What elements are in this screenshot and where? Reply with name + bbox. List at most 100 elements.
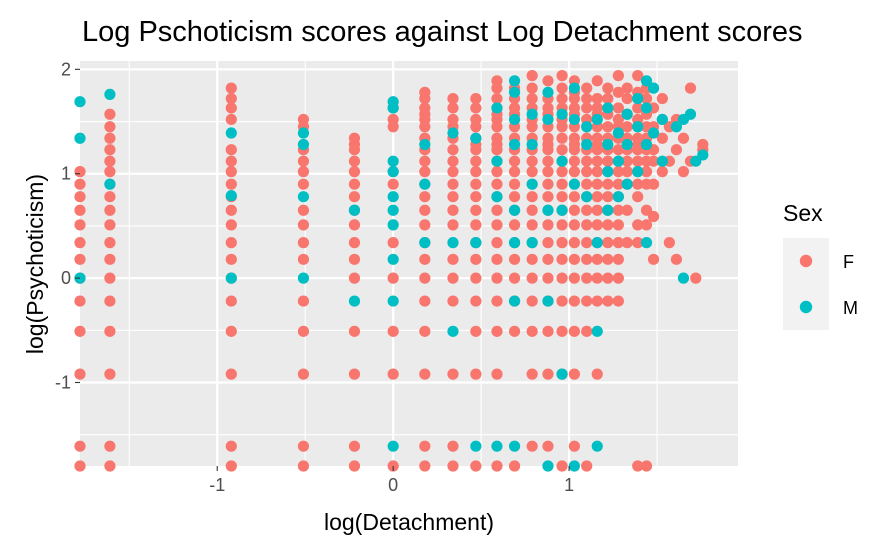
data-point: [684, 108, 697, 120]
data-point: [447, 237, 459, 249]
data-point: [697, 149, 709, 161]
data-point: [348, 219, 361, 231]
data-point: [632, 155, 644, 167]
data-point: [470, 166, 482, 178]
data-point: [602, 121, 614, 133]
data-point: [632, 92, 644, 105]
data-point: [491, 253, 503, 265]
data-point: [640, 219, 653, 231]
data-point: [297, 219, 310, 231]
data-point: [581, 237, 593, 249]
data-point: [387, 155, 399, 167]
data-point: [568, 237, 580, 249]
data-point: [419, 121, 431, 133]
data-point: [348, 144, 361, 156]
data-point: [387, 325, 399, 337]
data-point: [470, 237, 482, 249]
data-point: [387, 102, 399, 114]
data-point: [508, 178, 521, 190]
data-point: [104, 191, 116, 203]
data-point: [104, 295, 116, 307]
data-point: [419, 191, 431, 203]
data-point: [225, 178, 237, 190]
data-point: [640, 102, 653, 114]
y-tick-label: 2: [61, 59, 71, 79]
data-point: [656, 166, 668, 178]
data-point: [526, 138, 538, 151]
data-point: [348, 178, 361, 190]
legend-key-m: [799, 300, 813, 314]
data-point: [74, 132, 86, 144]
data-point: [104, 155, 116, 167]
data-point: [508, 460, 521, 472]
x-tick-label: 0: [388, 475, 398, 495]
data-point: [470, 204, 482, 216]
data-point: [470, 368, 482, 380]
data-point: [591, 75, 603, 87]
data-point: [632, 191, 644, 203]
data-point: [104, 166, 116, 178]
data-point: [632, 70, 644, 82]
legend-title: Sex: [783, 200, 823, 226]
data-point: [491, 191, 503, 203]
data-point: [297, 295, 310, 307]
data-point: [297, 155, 310, 167]
data-point: [612, 178, 624, 190]
data-point: [591, 325, 603, 337]
data-point: [591, 113, 603, 126]
data-point: [508, 272, 521, 284]
data-point: [297, 368, 310, 380]
data-point: [556, 272, 568, 284]
data-point: [591, 219, 603, 231]
data-point: [470, 295, 482, 307]
data-point: [568, 204, 580, 216]
data-point: [591, 295, 603, 307]
data-point: [542, 166, 554, 178]
data-point: [470, 92, 482, 105]
data-point: [348, 166, 361, 178]
data-point: [542, 325, 554, 337]
data-point: [447, 127, 459, 139]
data-point: [387, 272, 399, 284]
data-point: [556, 144, 568, 156]
data-point: [508, 253, 521, 265]
data-point: [470, 132, 482, 144]
data-point: [556, 70, 568, 82]
data-point: [556, 325, 568, 337]
data-point: [447, 253, 459, 265]
data-point: [526, 272, 538, 284]
data-point: [581, 191, 593, 203]
data-point: [104, 272, 116, 284]
data-point: [632, 219, 644, 231]
data-point: [542, 191, 554, 203]
data-point: [225, 272, 237, 284]
x-axis-title: log(Detachment): [324, 509, 494, 535]
data-point: [447, 204, 459, 216]
data-point: [556, 204, 568, 216]
data-point: [348, 460, 361, 472]
data-point: [387, 368, 399, 380]
data-point: [647, 155, 660, 167]
data-point: [621, 178, 633, 190]
data-point: [225, 368, 237, 380]
data-point: [670, 253, 683, 265]
data-point: [556, 295, 568, 307]
data-point: [568, 178, 580, 190]
data-point: [348, 155, 361, 167]
data-point: [581, 219, 593, 231]
data-point: [297, 178, 310, 190]
data-point: [542, 295, 554, 307]
data-point: [419, 138, 431, 151]
data-point: [447, 460, 459, 472]
data-point: [387, 121, 399, 133]
data-point: [225, 440, 237, 452]
data-point: [470, 155, 482, 167]
data-point: [104, 121, 116, 133]
data-point: [542, 155, 554, 167]
data-point: [297, 127, 310, 139]
data-point: [526, 295, 538, 307]
data-point: [104, 237, 116, 249]
data-point: [419, 92, 431, 105]
data-point: [104, 219, 116, 231]
data-point: [508, 295, 521, 307]
